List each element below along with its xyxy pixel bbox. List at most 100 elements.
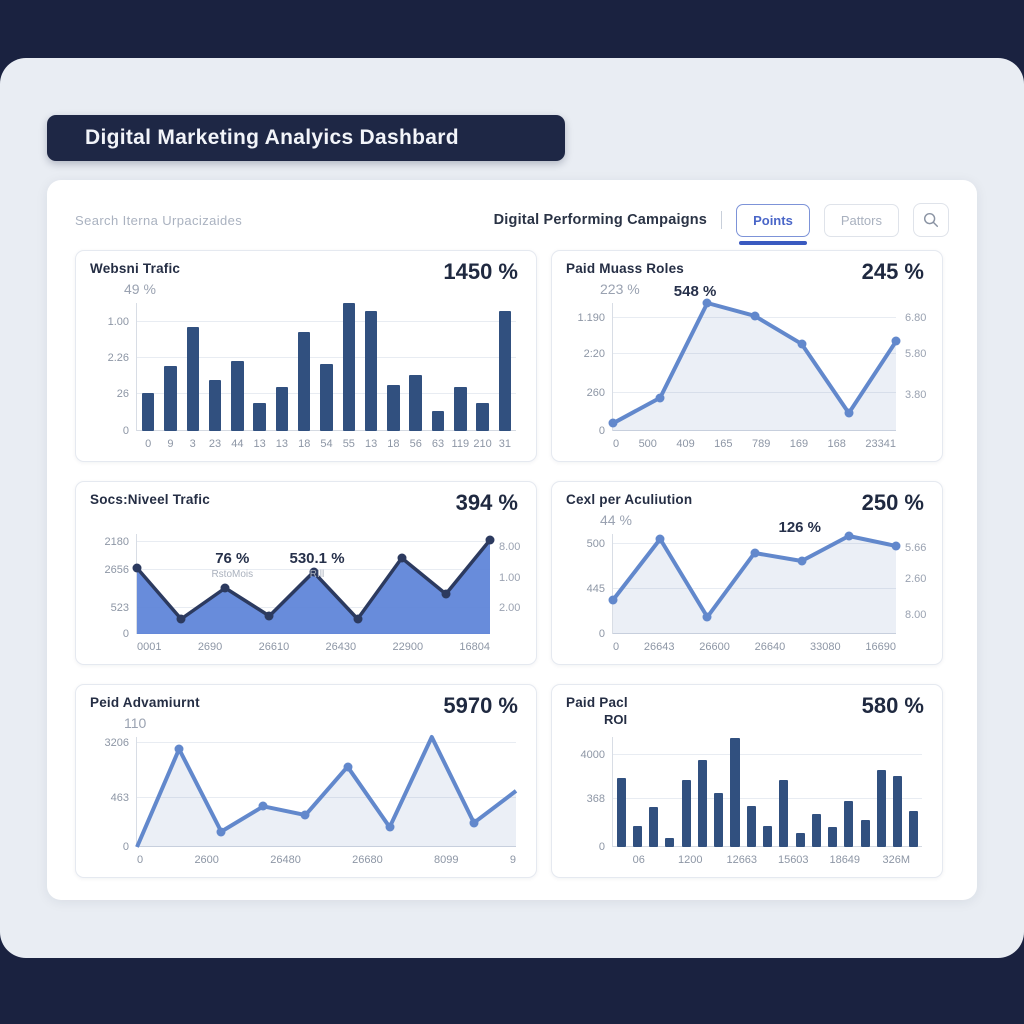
x-axis-labels: 0 26643 26600 26640 33080 16690 — [613, 641, 896, 653]
x-axis-label: 169 — [789, 438, 809, 450]
bar[interactable] — [876, 770, 886, 847]
data-point-dot[interactable] — [469, 818, 479, 828]
bar[interactable] — [253, 402, 266, 431]
panel-subtitle: 223 % — [600, 281, 640, 297]
gridline — [613, 353, 896, 355]
data-point-dot[interactable] — [258, 801, 268, 811]
annotation-value: 126 % — [778, 519, 822, 536]
data-point-dot[interactable] — [485, 535, 495, 545]
data-point-dot[interactable] — [132, 563, 142, 573]
data-point-dot[interactable] — [343, 762, 353, 772]
bar[interactable] — [795, 832, 805, 847]
bar[interactable] — [681, 779, 691, 847]
data-point-dot[interactable] — [220, 583, 230, 593]
x-axis-label: 8099 — [434, 854, 459, 866]
bar[interactable] — [498, 310, 512, 431]
bar[interactable] — [186, 327, 199, 431]
data-point-dot[interactable] — [797, 556, 807, 566]
x-axis-label: 13 — [364, 438, 378, 450]
data-point-dot[interactable] — [655, 393, 665, 403]
bar[interactable] — [231, 360, 244, 431]
annotation-sublabel: RIll — [309, 569, 325, 580]
dashboard-card: Search Iterna Urpacizaides Digital Perfo… — [47, 180, 977, 900]
data-point-dot[interactable] — [441, 589, 451, 599]
bar[interactable] — [860, 819, 870, 847]
patterns-button[interactable]: Pattors — [823, 203, 899, 237]
data-point-dot[interactable] — [397, 553, 407, 563]
bar-slot — [743, 737, 759, 847]
data-point-dot[interactable] — [702, 298, 712, 308]
bar[interactable] — [164, 365, 177, 431]
chart-panel-2: Paid Muass Roles 223 % 245 % 1.190 2:20 260 0 6… — [551, 250, 943, 462]
search-input[interactable]: Search Iterna Urpacizaides — [75, 212, 243, 228]
data-point-dot[interactable] — [176, 614, 186, 624]
gridline — [137, 357, 516, 359]
data-point-dot[interactable] — [353, 614, 363, 624]
bar[interactable] — [730, 738, 740, 847]
x-axis-label: 9 — [167, 438, 174, 450]
bar[interactable] — [208, 379, 222, 431]
card-header: Search Iterna Urpacizaides Digital Perfo… — [75, 200, 949, 245]
panel-subtitle: 110 — [124, 715, 147, 731]
bar[interactable] — [746, 806, 756, 847]
data-point-dot[interactable] — [655, 534, 665, 544]
data-point-dot[interactable] — [702, 612, 712, 622]
bar[interactable] — [762, 826, 773, 847]
data-point-dot[interactable] — [608, 595, 618, 605]
data-point-dot[interactable] — [891, 541, 901, 551]
bar[interactable] — [364, 310, 378, 431]
bar[interactable] — [779, 779, 789, 847]
bar[interactable] — [893, 775, 903, 847]
bar[interactable] — [616, 777, 626, 847]
data-point-dot[interactable] — [891, 336, 901, 346]
bar[interactable] — [811, 814, 821, 847]
data-point-dot[interactable] — [750, 548, 759, 558]
x-axis-label: 0 — [137, 854, 144, 866]
data-point-dot[interactable] — [844, 531, 854, 541]
bar[interactable] — [297, 332, 311, 431]
annotation-sublabel: RstoMois — [211, 569, 254, 580]
bar[interactable] — [387, 384, 400, 431]
bar[interactable] — [909, 810, 919, 847]
bar[interactable] — [844, 800, 854, 847]
x-axis-label: 168 — [827, 438, 846, 450]
bar-slot — [776, 737, 792, 847]
bar[interactable] — [665, 838, 675, 847]
bar[interactable] — [275, 387, 289, 431]
data-point-dot[interactable] — [216, 827, 226, 837]
data-point-dot[interactable] — [797, 339, 807, 349]
data-point-dot[interactable] — [300, 810, 310, 820]
chart-panel-1: Websni Trafic 49 % 1450 % 1.00 2.26 26 0 0 9 3 23 4… — [75, 250, 537, 462]
data-point-dot[interactable] — [174, 744, 184, 754]
bar[interactable] — [454, 387, 467, 431]
campaigns-label: Digital Performing Campaigns — [493, 212, 708, 228]
gridline — [137, 846, 516, 847]
gridline — [613, 543, 896, 544]
bar[interactable] — [320, 364, 333, 431]
bar[interactable] — [714, 793, 724, 847]
bar-slot — [662, 737, 678, 847]
x-axis-label: 9 — [509, 854, 516, 866]
x-axis-label: 789 — [751, 438, 771, 450]
data-point-dot[interactable] — [844, 408, 854, 418]
bar[interactable] — [409, 374, 422, 431]
data-point-dot[interactable] — [264, 611, 274, 621]
bar[interactable] — [342, 303, 356, 431]
gridline — [613, 430, 896, 431]
data-point-dot[interactable] — [385, 822, 395, 832]
data-point-dot[interactable] — [309, 567, 318, 577]
bar[interactable] — [431, 410, 445, 431]
bar-slot — [629, 737, 645, 847]
points-button[interactable]: Points — [736, 203, 810, 245]
bar[interactable] — [141, 392, 155, 431]
y-axis-label: 0 — [122, 425, 129, 437]
data-point-dot[interactable] — [608, 418, 618, 428]
bar[interactable] — [476, 402, 489, 431]
bar[interactable] — [697, 760, 707, 847]
panel-title: Paid Muass Roles — [566, 261, 684, 276]
bar[interactable] — [632, 826, 642, 847]
data-point-dot[interactable] — [750, 311, 759, 321]
search-button[interactable] — [913, 203, 949, 237]
bar[interactable] — [828, 827, 838, 847]
bar[interactable] — [649, 807, 659, 847]
